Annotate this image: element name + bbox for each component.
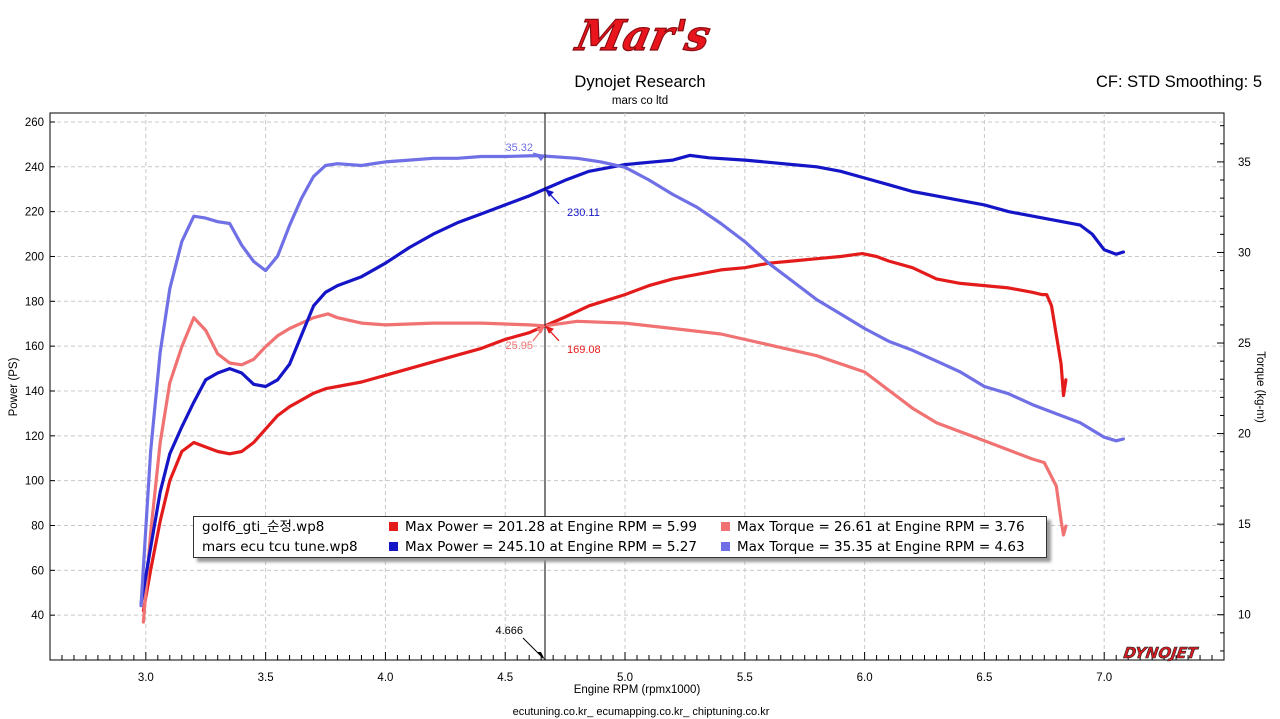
y2-tick-label: 10 — [1238, 610, 1251, 622]
footer-links: ecutuning.co.kr_ ecumapping.co.kr_ chipt… — [513, 706, 770, 718]
y-tick-label: 240 — [25, 162, 44, 174]
legend-power-text: Max Power = 201.28 at Engine RPM = 5.99 — [405, 519, 697, 535]
x-tick-label: 4.5 — [497, 672, 513, 684]
cursor-arrowhead — [535, 325, 545, 334]
cursor: 4.666 230.11 35.32 169.08 25.95 — [495, 113, 601, 660]
y2-tick-label: 35 — [1238, 157, 1251, 169]
legend-file-name: mars ecu tcu tune.wp8 — [202, 539, 358, 555]
x-tick-label: 4.0 — [377, 672, 393, 684]
y-tick-label: 60 — [31, 565, 44, 577]
logo-text: Mar's — [570, 11, 715, 60]
legend: golf6_gti_순정.wp8 Max Power = 201.28 at E… — [193, 516, 1047, 558]
legend-swatch-torque — [721, 522, 730, 531]
y-tick-label: 80 — [31, 520, 44, 532]
legend-swatch-torque — [721, 542, 730, 551]
x-axis-title: Engine RPM (rpmx1000) — [574, 684, 701, 696]
series-line — [141, 252, 1068, 613]
cursor-value-label: 35.32 — [505, 142, 533, 154]
y-tick-label: 140 — [25, 386, 44, 398]
x-tick-label: 5.0 — [617, 672, 633, 684]
cursor-leader — [532, 152, 546, 157]
y-tick-label: 160 — [25, 341, 44, 353]
y-tick-label: 200 — [25, 251, 44, 263]
y-tick-label: 180 — [25, 296, 44, 308]
y-tick-label: 120 — [25, 431, 44, 443]
x-tick-label: 3.0 — [138, 672, 154, 684]
y2-tick-label: 15 — [1238, 519, 1251, 531]
x-tick-label: 6.0 — [857, 672, 873, 684]
cursor-x-leader — [522, 637, 544, 659]
cursor-value-label: 169.08 — [567, 344, 601, 356]
legend-swatch-power — [389, 542, 398, 551]
axis-ticks: 3.0 3.5 4.0 4.5 5.0 5.5 6.0 6.5 7.0 40 60 80 100 120 1… — [25, 117, 1251, 684]
y2-tick-label: 20 — [1238, 429, 1251, 441]
cursor-value-label: 25.95 — [505, 340, 533, 352]
cursor-x-label: 4.666 — [495, 625, 523, 637]
chart-title: Dynojet Research — [574, 73, 705, 91]
x-tick-label: 6.5 — [976, 672, 992, 684]
legend-power-text: Max Power = 245.10 at Engine RPM = 5.27 — [405, 539, 697, 555]
mars-logo: Mar's — [569, 11, 715, 62]
correction-smoothing-info: CF: STD Smoothing: 5 — [1096, 73, 1262, 91]
plot-area — [49, 112, 1225, 661]
y-tick-label: 220 — [25, 207, 44, 219]
y2-tick-label: 30 — [1238, 247, 1251, 259]
legend-torque-text: Max Torque = 26.61 at Engine RPM = 3.76 — [737, 519, 1025, 535]
cursor-arrowhead — [535, 155, 545, 162]
y2-axis-title: Torque (kg-m) — [1254, 351, 1266, 423]
series-line — [141, 312, 1068, 624]
legend-swatch-power — [389, 522, 398, 531]
y-tick-label: 260 — [25, 117, 44, 129]
legend-torque-text: Max Torque = 35.35 at Engine RPM = 4.63 — [737, 539, 1025, 555]
x-tick-label: 5.5 — [737, 672, 753, 684]
x-tick-label: 3.5 — [258, 672, 274, 684]
cursor-arrowhead — [544, 325, 554, 334]
x-tick-label: 7.0 — [1096, 672, 1112, 684]
y-tick-label: 40 — [31, 610, 44, 622]
y2-tick-label: 25 — [1238, 338, 1251, 350]
dynojet-brand: DYNOJET — [1122, 644, 1200, 662]
legend-file-name: golf6_gti_순정.wp8 — [202, 519, 325, 535]
chart-subtitle: mars co ltd — [612, 95, 668, 107]
y-axis-title: Power (PS) — [8, 357, 20, 416]
cursor-arrowhead — [544, 188, 554, 197]
y-tick-label: 100 — [25, 476, 44, 488]
cursor-value-label: 230.11 — [567, 207, 600, 219]
